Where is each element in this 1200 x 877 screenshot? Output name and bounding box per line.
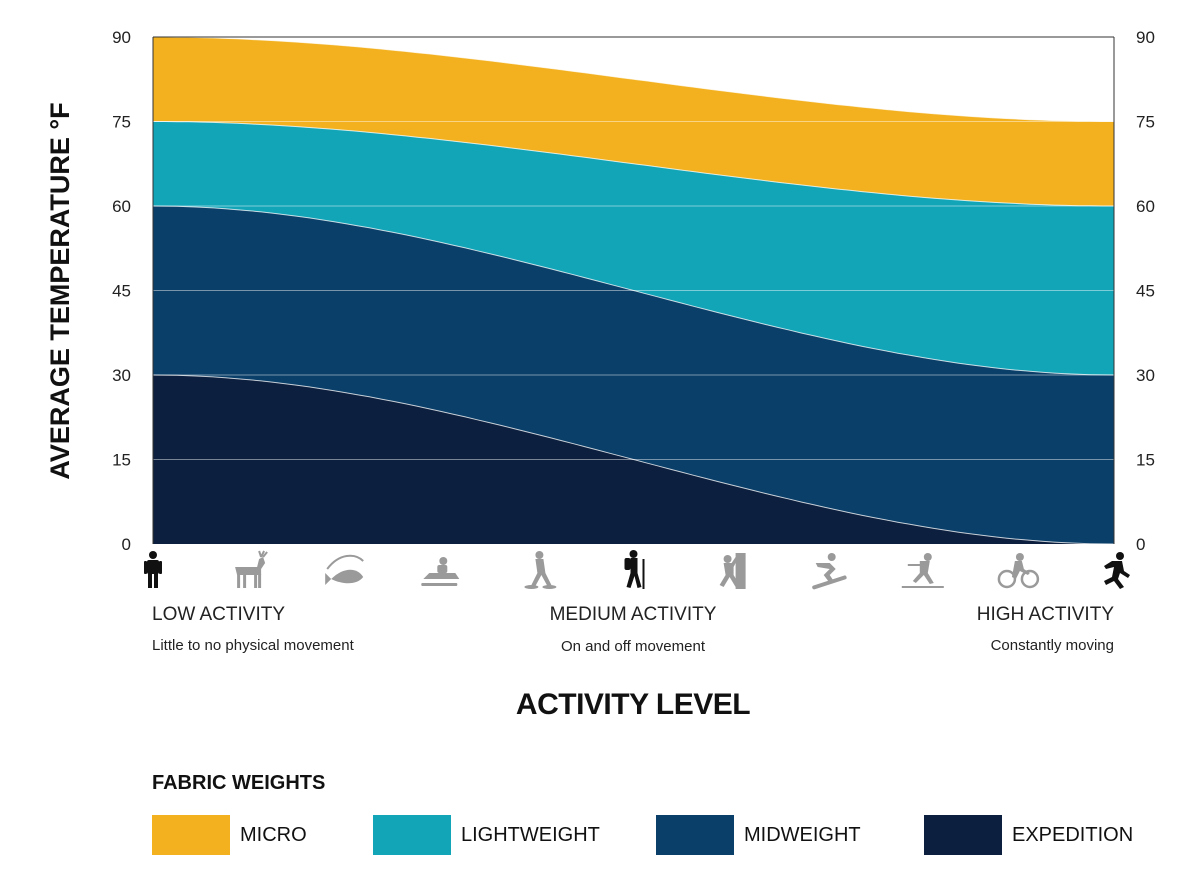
y-tick-right-60: 60 xyxy=(1136,197,1155,216)
climbing-icon xyxy=(719,553,746,589)
boundary-upper xyxy=(153,121,1114,207)
y-tick-right-90: 90 xyxy=(1136,28,1155,47)
boundary-lower xyxy=(152,374,1115,545)
y-tick-left-60: 60 xyxy=(112,197,131,216)
x-group-medium-sublabel: On and off movement xyxy=(561,638,705,655)
y-tick-right-30: 30 xyxy=(1136,366,1155,385)
boundary-top xyxy=(153,36,1114,122)
area-midweight xyxy=(153,206,1114,544)
chart-boundaries xyxy=(152,36,1115,545)
legend-item-lightweight: LIGHTWEIGHT xyxy=(373,815,600,855)
legend-title: FABRIC WEIGHTS xyxy=(152,772,326,794)
running-icon xyxy=(1104,552,1130,589)
y-axis-title: AVERAGE TEMPERATURE °F xyxy=(45,102,75,479)
cycling-icon xyxy=(997,553,1040,589)
boundary-middle xyxy=(152,205,1115,376)
y-axis-left-ticks: 0 15 30 45 60 75 90 xyxy=(112,28,131,554)
legend-swatch-micro xyxy=(152,815,230,855)
legend-swatch-expedition xyxy=(924,815,1002,855)
hiking-icon xyxy=(624,550,645,589)
y-tick-right-75: 75 xyxy=(1136,113,1155,132)
x-group-high-sublabel: Constantly moving xyxy=(990,637,1114,654)
legend-label-midweight: MIDWEIGHT xyxy=(744,823,861,846)
y-axis-right-ticks: 0 15 30 45 60 75 90 xyxy=(1136,28,1155,554)
legend-item-expedition: EXPEDITION xyxy=(924,815,1133,855)
snowshoeing-icon xyxy=(524,551,557,589)
y-tick-right-45: 45 xyxy=(1136,282,1155,301)
snowmobile-icon xyxy=(421,557,460,586)
x-group-low-sublabel: Little to no physical movement xyxy=(152,637,354,654)
fishing-icon xyxy=(325,554,364,585)
y-tick-right-15: 15 xyxy=(1136,451,1155,470)
y-tick-left-15: 15 xyxy=(112,451,131,470)
activity-icons xyxy=(144,550,1130,590)
cross-country-skiing-icon xyxy=(901,553,944,588)
legend-swatch-lightweight xyxy=(373,815,451,855)
x-group-low-label: LOW ACTIVITY xyxy=(152,604,286,625)
y-tick-right-0: 0 xyxy=(1136,535,1145,554)
legend-label-lightweight: LIGHTWEIGHT xyxy=(461,823,600,846)
y-tick-left-45: 45 xyxy=(112,282,131,301)
x-group-high-label: HIGH ACTIVITY xyxy=(976,604,1114,625)
standing-person-icon xyxy=(144,551,162,588)
y-tick-left-0: 0 xyxy=(122,535,131,554)
x-axis-title: ACTIVITY LEVEL xyxy=(515,688,751,721)
chart-frame xyxy=(152,36,1115,544)
snowboarding-icon xyxy=(812,553,847,590)
y-tick-left-90: 90 xyxy=(112,28,131,47)
legend-item-midweight: MIDWEIGHT xyxy=(656,815,861,855)
deer-icon xyxy=(235,550,268,588)
legend-swatch-midweight xyxy=(656,815,734,855)
y-tick-left-30: 30 xyxy=(112,366,131,385)
legend-item-micro: MICRO xyxy=(152,815,307,855)
legend-label-micro: MICRO xyxy=(240,823,307,846)
area-micro xyxy=(153,37,1114,206)
x-group-medium-label: MEDIUM ACTIVITY xyxy=(549,604,717,625)
area-lightweight xyxy=(153,121,1114,375)
y-tick-left-75: 75 xyxy=(112,113,131,132)
legend-label-expedition: EXPEDITION xyxy=(1012,823,1134,846)
